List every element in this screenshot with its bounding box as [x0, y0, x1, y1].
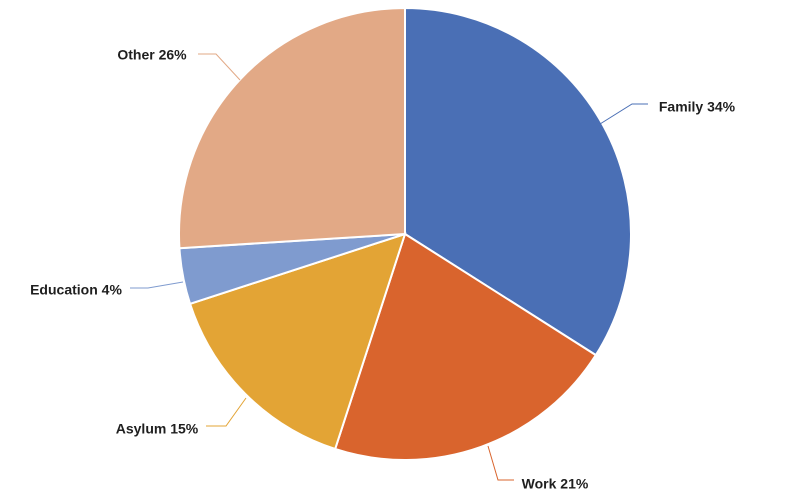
leader-line-other: [198, 53, 241, 81]
leader-line-education: [130, 281, 184, 289]
pie-slice-asylum: [188, 232, 407, 451]
leader-line-asylum: [206, 397, 247, 427]
pie-slice-other: [178, 6, 406, 250]
data-label-education: Education 4%: [30, 282, 122, 298]
pie-slice-work: [333, 232, 598, 461]
data-label-other: Other 26%: [117, 47, 187, 63]
data-label-family: Family 34%: [659, 99, 736, 115]
leader-line-work: [487, 445, 514, 481]
leader-line-family: [599, 103, 648, 125]
pie-slice-family: [404, 6, 632, 357]
data-label-asylum: Asylum 15%: [116, 421, 199, 437]
data-label-work: Work 21%: [522, 476, 589, 492]
